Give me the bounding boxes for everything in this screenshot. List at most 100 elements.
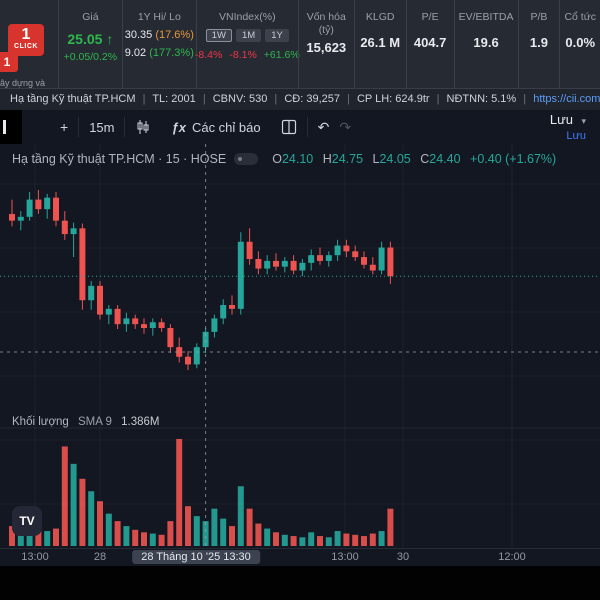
chart-legend: Hạ tầng Kỹ thuật TP.HCM · 15 · HOSE O24.… [12, 152, 556, 166]
info-cbnv: CBNV: 530 [212, 93, 268, 105]
logo-column: 1 CLICK 1 ây dựng và [0, 0, 58, 88]
company-name: Hạ tầng Kỹ thuật TP.HCM [10, 93, 136, 105]
redo-button[interactable]: ↷ [339, 119, 361, 136]
indicators-button[interactable]: ƒx Các chỉ báo [161, 120, 270, 135]
vnindex-values: -8.4% -8.1% +61.6% [195, 49, 300, 61]
candlestick-icon [137, 120, 149, 134]
marketcap-label: Vốn hóa [306, 11, 346, 23]
period-1y-button[interactable]: 1Y [265, 29, 289, 42]
redo-icon: ↷ [339, 118, 352, 135]
stat-vnindex: VNIndex(%) 1W 1M 1Y -8.4% -8.1% +61.6% [195, 0, 300, 88]
separator: | [523, 93, 527, 105]
chart-toolbar: + 15m ƒx Các chỉ báo ↶ ↷ Lưu ▾ Lưu [0, 110, 600, 144]
price-label: Giá [82, 11, 99, 23]
marketcap-value: 15,623 [306, 40, 347, 55]
stat-pb: P/B 1.9 [517, 0, 560, 88]
hi-pct: (17.6%) [155, 29, 194, 41]
close-value: 24.40 [429, 152, 461, 166]
pe-label: P/E [421, 11, 439, 23]
indicators-label: Các chỉ báo [191, 119, 261, 135]
time-axis-label: 13:00 [21, 551, 49, 563]
time-axis-label: 13:00 [331, 551, 359, 563]
lo-value: 9.02 [124, 47, 147, 59]
ohlc-readout: O24.10 H24.75 L24.05 C24.40 +0.40 (+1.67… [266, 152, 556, 166]
high-value: 24.75 [331, 152, 364, 166]
stat-klgd: KLGD 26.1 M [353, 0, 406, 88]
add-symbol-button[interactable]: + [50, 119, 78, 135]
time-axis[interactable]: 13:00 28 13:00 30 12:00 28 Tháng 10 '25 13:30 [0, 548, 600, 566]
volume-sma-value: 1.386M [121, 416, 160, 428]
layout-grid-icon [281, 119, 296, 135]
high-label: H [322, 152, 332, 166]
hilo-low: 9.02 (177.3%) [125, 47, 194, 59]
separator: | [436, 93, 440, 105]
crosshair-date-tooltip: 28 Tháng 10 '25 13:30 [132, 550, 260, 564]
stat-ev-ebitda: EV/EBITDA 19.6 [453, 0, 518, 88]
separator: | [142, 93, 146, 105]
low-value: 24.05 [379, 152, 411, 166]
undo-icon: ↶ [317, 118, 330, 135]
stat-marketcap: Vốn hóa (tỷ) 15,623 [297, 0, 354, 88]
tradingview-logo[interactable]: TV [12, 506, 42, 536]
dividend-value: 0.0% [565, 35, 596, 50]
candlestick-chart[interactable] [0, 144, 600, 548]
vnindex-1w-value: -8.4% [194, 49, 223, 61]
open-value: 24.10 [281, 152, 314, 166]
separator: | [347, 93, 350, 105]
chart-pane[interactable]: Hạ tầng Kỹ thuật TP.HCM · 15 · HOSE O24.… [0, 144, 600, 548]
klgd-value: 26.1 M [360, 35, 401, 50]
separator: | [202, 93, 206, 105]
vnindex-1y-value: +61.6% [263, 49, 300, 61]
interval-label: 15m [89, 119, 115, 135]
hi-value: 30.35 [124, 29, 153, 41]
bottom-black-bar [0, 566, 600, 600]
chart-style-button[interactable] [125, 119, 161, 135]
oneclick-logo-small[interactable]: 1 [0, 52, 18, 72]
pb-value: 1.9 [529, 35, 548, 50]
stats-panel: 1 CLICK 1 ây dựng và Giá 25.05 ↑ +0.05/0… [0, 0, 600, 88]
stat-pe: P/E 404.7 [405, 0, 454, 88]
pe-value: 404.7 [413, 35, 447, 50]
lo-pct: (177.3%) [149, 47, 194, 59]
logo-text: CLICK [14, 43, 38, 50]
undo-button[interactable]: ↶ [308, 119, 340, 136]
period-1w-button[interactable]: 1W [205, 29, 233, 42]
ev-ebitda-label: EV/EBITDA [458, 11, 514, 23]
symbol-title[interactable]: Hạ tầng Kỹ thuật TP.HCM · 15 · HOSE [12, 152, 227, 166]
vnindex-period-buttons: 1W 1M 1Y [205, 29, 289, 42]
low-label: L [372, 152, 380, 166]
interval-button[interactable]: 15m [79, 120, 124, 135]
period-1m-button[interactable]: 1M [236, 29, 262, 42]
layout-button[interactable] [271, 119, 307, 135]
close-label: C [420, 152, 430, 166]
info-ndtnn: NĐTNN: 5.1% [446, 93, 517, 105]
volume-sma-label: SMA 9 [78, 416, 112, 428]
company-info-strip: Hạ tầng Kỹ thuật TP.HCM | TL: 2001 | CBN… [0, 88, 600, 110]
time-axis-label: 30 [396, 551, 410, 563]
marketcap-unit: (tỷ) [318, 24, 334, 36]
pb-label: P/B [530, 11, 548, 23]
logo-small-number: 1 [3, 55, 11, 69]
eye-icon[interactable] [234, 153, 259, 165]
save-link[interactable]: Lưu [566, 129, 586, 142]
hilo-label: 1Y Hi/ Lo [137, 11, 181, 23]
klgd-label: KLGD [365, 11, 395, 23]
dividend-label: Cổ tức [564, 11, 596, 23]
stat-hilo: 1Y Hi/ Lo 30.35 (17.6%) 9.02 (177.3%) [121, 0, 196, 88]
vnindex-label: VNIndex(%) [219, 11, 276, 23]
stat-dividend: Cổ tức 0.0% [559, 0, 600, 88]
stat-price: Giá 25.05 ↑ +0.05/0.2% [57, 0, 122, 88]
info-cplh: CP LH: 624.9tr [356, 93, 430, 105]
volume-label: Khối lượng [12, 416, 69, 428]
company-website-link[interactable]: https://cii.com.vn [533, 93, 600, 105]
time-axis-label: 12:00 [498, 551, 526, 563]
hilo-high: 30.35 (17.6%) [125, 29, 194, 41]
change-value: +0.40 (+1.67%) [470, 152, 557, 166]
separator: | [274, 93, 278, 105]
info-cd: CĐ: 39,257 [284, 93, 340, 105]
save-layout-button[interactable]: Lưu ▾ Lưu [550, 111, 600, 142]
volume-legend[interactable]: Khối lượng SMA 9 1.386M [12, 416, 159, 428]
vnindex-1m-value: -8.1% [229, 49, 257, 61]
oneclick-logo[interactable]: 1 CLICK [8, 24, 44, 56]
left-panel-edge[interactable] [0, 110, 22, 144]
